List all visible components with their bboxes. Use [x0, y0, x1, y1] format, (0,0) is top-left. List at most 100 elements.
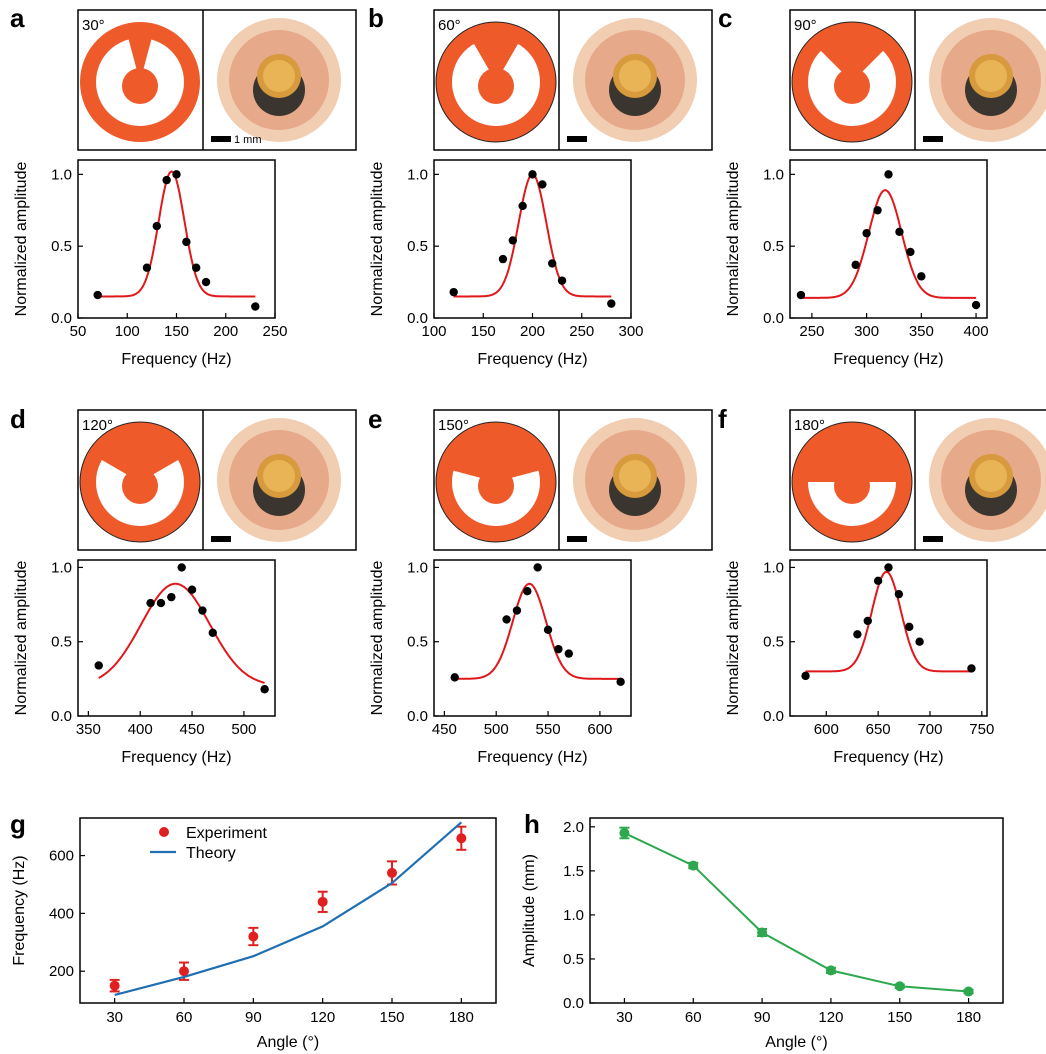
- panel-a-sector: [128, 37, 152, 82]
- panel-d-xlabel: Frequency (Hz): [121, 749, 231, 766]
- panel-a-xtick-label: 200: [213, 323, 238, 340]
- panel-b-xtick-label: 300: [618, 323, 643, 340]
- panel-c-fit-curve: [800, 189, 977, 299]
- panel-c-xtick-label: 350: [909, 323, 934, 340]
- panel-b-ylabel: Normalized amplitude: [369, 162, 386, 317]
- panel-d-sector: [101, 437, 179, 482]
- panel-a-xtick-label: 250: [262, 323, 287, 340]
- panel-a-frame: [77, 9, 357, 151]
- panel-f-xtick-label: 650: [866, 721, 891, 738]
- panel-h-ytick-label: 2.0: [563, 819, 584, 836]
- panel-b-ytick-label: 0.5: [407, 238, 428, 255]
- panel-a-data-point: [142, 263, 152, 272]
- panel-c-data-point: [971, 300, 981, 310]
- panel-b-frame: [433, 9, 713, 151]
- panel-e-photo-disk-highlight: [619, 460, 651, 492]
- panel-c-data-point: [895, 227, 904, 237]
- panel-b-plot-frame: [433, 159, 632, 319]
- panel-e-xtick-label: 450: [432, 721, 457, 738]
- panel-a-xlabel: Frequency (Hz): [121, 351, 231, 368]
- panel-a-ytick-label: 0.5: [51, 238, 72, 255]
- panel-e-xtick-label: 600: [587, 721, 612, 738]
- panel-h-plot-frame: [589, 817, 1004, 1004]
- panel-d-angle-label: 120°: [82, 417, 113, 434]
- panel-h-ytick-label: 0.0: [563, 995, 584, 1012]
- panel-d-ytick-label: 1.0: [51, 559, 72, 576]
- panel-a-data-point: [182, 237, 191, 247]
- panel-letter-h: h: [524, 809, 540, 839]
- panel-b-data-point: [498, 254, 508, 264]
- panel-d-xtick-label: 350: [76, 721, 101, 738]
- panel-e-ytick-label: 1.0: [407, 559, 428, 576]
- panel-a-schematic: [80, 22, 200, 142]
- panel-h-ytick-label: 0.5: [563, 951, 584, 968]
- panel-b-data-point: [528, 170, 537, 179]
- panel-g-ytick-label: 600: [49, 848, 74, 865]
- panel-c-ytick-label: 0.0: [763, 310, 784, 327]
- panel-f-data-point: [894, 589, 904, 599]
- panel-c-scale-bar: [923, 136, 943, 142]
- panel-f-xtick-label: 600: [814, 721, 839, 738]
- panel-f-central-disk: [834, 468, 870, 504]
- panel-a-ylabel: Normalized amplitude: [13, 162, 30, 317]
- panel-b-photo-disk-highlight: [619, 60, 651, 92]
- panel-c-xlabel: Frequency (Hz): [833, 351, 943, 368]
- panel-c-photo-disk-highlight: [975, 60, 1007, 92]
- panel-d-data-point: [94, 661, 103, 670]
- panel-a-fit-curve: [97, 170, 256, 298]
- panel-d-data-point: [167, 592, 176, 602]
- panel-b-sector: [473, 37, 519, 82]
- panel-a-data-point: [192, 263, 201, 272]
- panel-h-xtick-label: 180: [956, 1009, 981, 1026]
- panel-d-data-point: [260, 685, 269, 694]
- panel-h-ytick-label: 1.0: [563, 907, 584, 924]
- panel-a-photo-disk-highlight: [263, 60, 295, 92]
- panel-c: c 90° 250 300 350 400 0.0 0.5 1.0 Frequency (Hz) N…: [718, 3, 1046, 368]
- panel-d-plot-frame: [77, 559, 276, 717]
- panel-b-xtick-label: 100: [421, 323, 446, 340]
- panel-c-data-point: [796, 290, 806, 300]
- panel-f-angle-label: 180°: [794, 417, 825, 434]
- panel-e-xtick-label: 550: [536, 721, 561, 738]
- panel-f-data-point: [905, 622, 914, 632]
- panel-h-xtick-label: 150: [887, 1009, 912, 1026]
- panel-f-photo: [929, 418, 1046, 542]
- panel-h-xtick-label: 30: [616, 1009, 633, 1026]
- panel-f-data-point: [801, 671, 810, 681]
- panel-d-fit-curve: [98, 582, 265, 684]
- panel-h-xtick-label: 90: [754, 1009, 771, 1026]
- panel-e-frame: [433, 409, 713, 551]
- panel-b-data-point: [538, 180, 547, 189]
- panel-b-ytick-label: 1.0: [407, 166, 428, 183]
- panel-f-data-point: [873, 576, 883, 585]
- panel-e-xlabel: Frequency (Hz): [477, 749, 587, 766]
- panel-f-schematic: [791, 421, 913, 543]
- panel-a-data-point: [251, 302, 260, 311]
- panel-e: e 150° 450 500 550 600 0.0 0.5 1.0 Frequency (Hz)…: [368, 404, 713, 766]
- panel-h-amplitude-line: [623, 832, 969, 993]
- panel-f-scale-bar: [923, 536, 943, 542]
- panel-e-ytick-label: 0.5: [407, 634, 428, 651]
- panel-c-xtick-label: 300: [854, 323, 879, 340]
- panel-a-data-point: [162, 175, 171, 185]
- panel-d-data-point: [187, 585, 197, 594]
- panel-e-fit-curve: [454, 582, 621, 680]
- panel-g-xtick-label: 60: [176, 1009, 193, 1026]
- panel-a-data-point: [201, 277, 211, 287]
- panel-g-ytick-label: 400: [49, 905, 74, 922]
- panel-h-xtick-label: 120: [818, 1009, 843, 1026]
- panel-f-data-point: [863, 616, 872, 626]
- panel-d-photo: [217, 418, 341, 542]
- panel-g-xtick-label: 120: [310, 1009, 335, 1026]
- panel-g-xtick-label: 30: [106, 1009, 123, 1026]
- panel-letter-b: b: [368, 3, 384, 33]
- panel-a: a 30° 1 mm 50 100 150 200 250 0.0 0.5 1.0 Frequency…: [10, 3, 357, 368]
- panel-b-photo: [573, 18, 697, 142]
- panel-b-xlabel: Frequency (Hz): [477, 351, 587, 368]
- panel-c-data-point: [862, 229, 871, 238]
- panel-g-experiment-point: [456, 833, 467, 844]
- panel-d: d 120° 350 400 450 500 0.0 0.5 1.0 Frequency (Hz)…: [10, 404, 357, 766]
- panel-h-xtick-label: 60: [685, 1009, 702, 1026]
- panel-a-xtick-label: 100: [115, 323, 140, 340]
- panel-f-plot-frame: [789, 559, 988, 717]
